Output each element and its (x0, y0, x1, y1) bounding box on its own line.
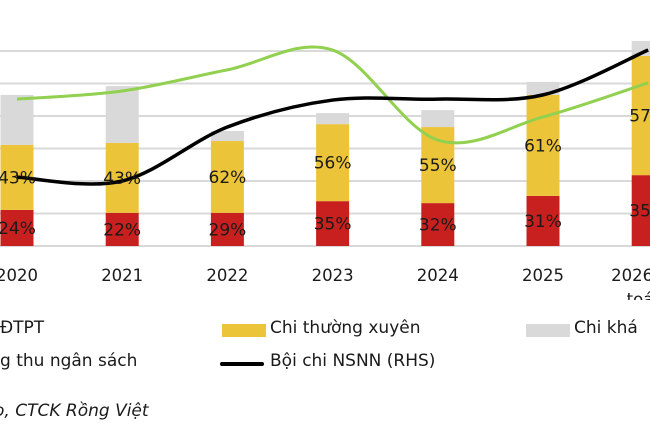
legend-swatch-chi-khac (526, 324, 570, 337)
bar-segment (421, 203, 455, 246)
data-label: 57% (629, 107, 650, 127)
data-label: 43% (103, 169, 141, 189)
bar-segment (526, 195, 560, 246)
data-label: 55% (419, 156, 457, 176)
bar-segment (105, 212, 139, 246)
legend-item-boi-chi: Bội chi NSNN (RHS) (270, 351, 435, 371)
x-tick-label: 2020 (0, 266, 38, 285)
bar-segment (421, 110, 455, 128)
bar-segment (105, 86, 139, 143)
x-tick-label: 2021 (101, 266, 143, 285)
bar-segment (0, 94, 34, 145)
legend-label: Chi thường xuyên (270, 318, 421, 338)
series-line (16, 48, 649, 186)
data-label: 35% (629, 202, 650, 222)
legend-label: ĐTPT (0, 318, 45, 338)
chart: 24% 43% 22% 43% 29% 62% 35% 56% 32% 55% 31% 61% 35% 5… (0, 40, 650, 300)
legend-item-chi-khac: Chi khá (574, 318, 638, 338)
bar-segment (316, 124, 350, 202)
data-label: 32% (419, 216, 457, 236)
source-note: o, CTCK Rồng Việt (0, 401, 149, 421)
data-label: 29% (209, 220, 247, 240)
bar-segment (316, 113, 350, 125)
bar-segment (210, 141, 244, 213)
legend-swatch-chi-thuong-xuyen (222, 324, 266, 337)
bar-segment (0, 209, 34, 246)
x-tick-label: 2026 dựtoán (611, 266, 650, 300)
legend-label: g thu ngân sách (0, 351, 138, 371)
data-label: 56% (314, 154, 352, 174)
data-label: 35% (314, 215, 352, 235)
bar-segment (210, 130, 244, 142)
bar-segment (210, 212, 244, 246)
bar-segment (316, 201, 350, 246)
bar-segment (631, 175, 650, 246)
legend-label: Chi khá (574, 318, 638, 338)
x-tick-label: 2022 (206, 266, 248, 285)
legend-item-tong-thu: g thu ngân sách (0, 351, 137, 371)
data-label: 62% (209, 168, 247, 188)
data-label: 31% (524, 212, 562, 232)
legend-line-boi-chi (220, 362, 264, 366)
x-tick-label: 2025 (522, 266, 564, 285)
legend-item-chi-thuong-xuyen: Chi thường xuyên (270, 318, 421, 338)
series-line (16, 45, 649, 145)
data-label: 22% (103, 220, 141, 240)
data-label: 24% (0, 219, 36, 239)
data-label: 43% (0, 168, 36, 188)
x-tick-label: 2024 (417, 266, 459, 285)
x-tick-label: 2023 (312, 266, 354, 285)
legend-label: Bội chi NSNN (RHS) (270, 351, 436, 371)
data-label: 61% (524, 136, 562, 156)
legend-item-dtpt: ĐTPT (0, 318, 44, 338)
bar-segment (526, 94, 560, 196)
